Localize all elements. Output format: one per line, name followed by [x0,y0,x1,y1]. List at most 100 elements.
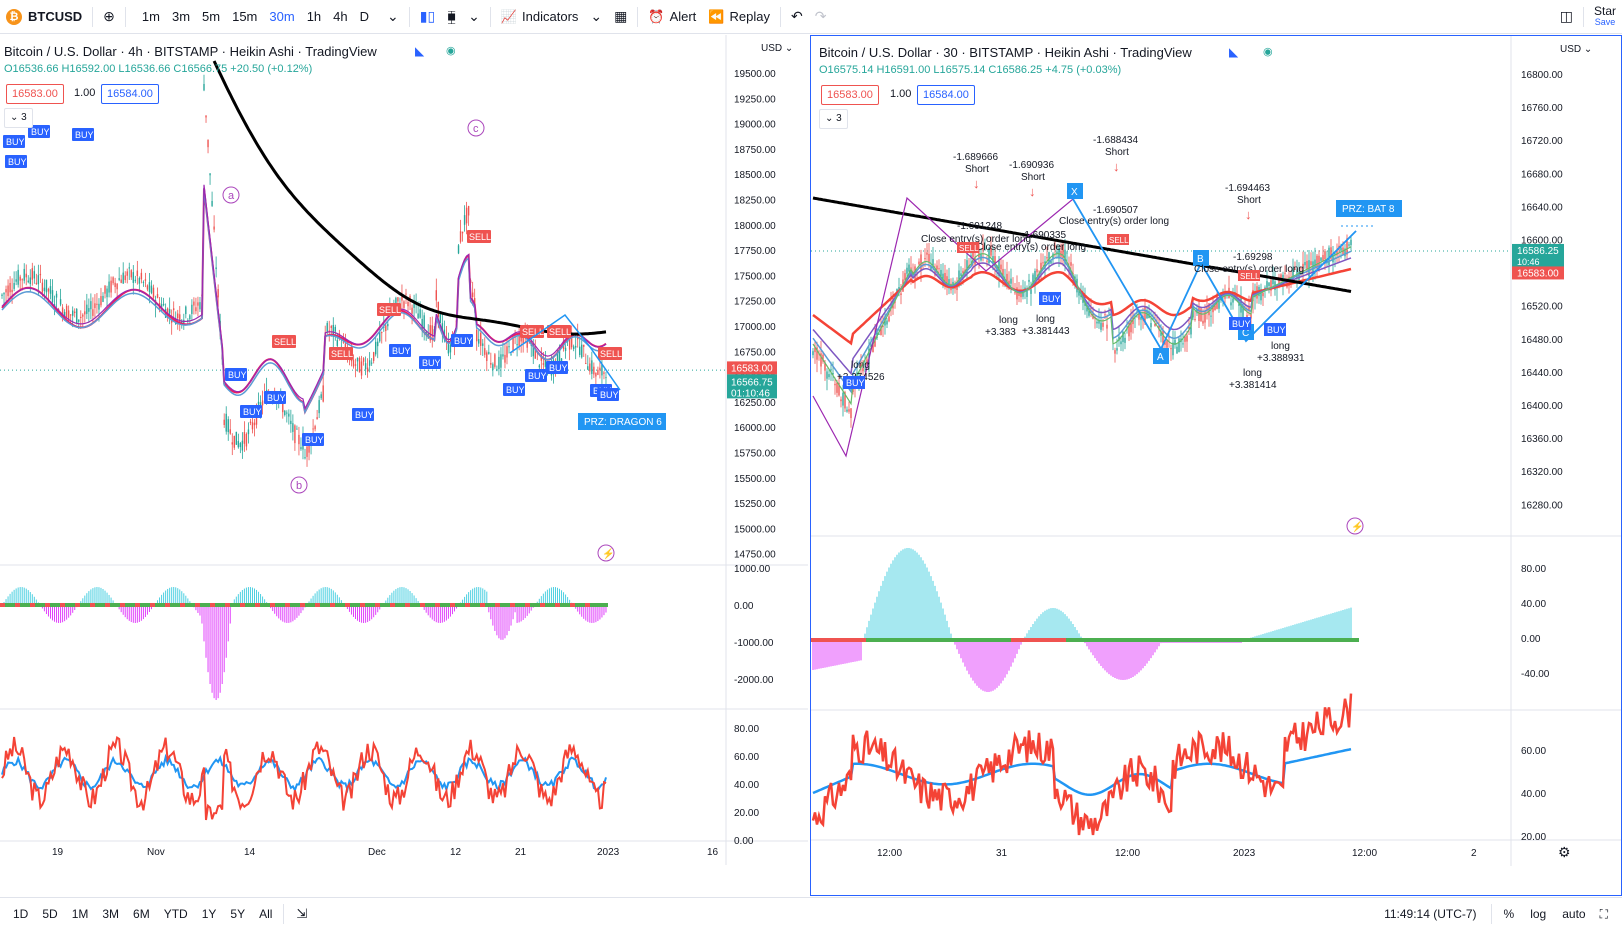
fullscreen-icon[interactable]: ⛶ [1599,906,1608,921]
range-3m[interactable]: 3M [102,907,120,921]
range-1d[interactable]: 1D [13,907,29,921]
range-1y[interactable]: 1Y [201,907,217,921]
candle-body [459,231,462,242]
candle-body [1260,289,1262,301]
price-tag-green-text: 16586.25 [1517,246,1559,257]
interval-1m[interactable]: 1m [141,9,160,24]
candle-body [108,281,110,293]
countdown-text: 01:10:46 [731,388,770,399]
short-value-text: -1.690936 [1009,160,1054,171]
long-label-text: long [1036,314,1055,325]
replay-button[interactable]: ⏪ Replay [702,0,776,34]
rsi-line [811,693,1353,836]
candle-body [284,410,286,416]
candle-body [822,354,824,362]
eye-icon[interactable]: ◣ [415,44,425,58]
indicators-icon: 📈 [500,8,518,24]
right-qty[interactable]: 1.00 [885,85,917,105]
clock-label[interactable]: 11:49:14 (UTC-7) [1384,907,1477,921]
chevron-down-icon[interactable]: ⌄ [468,8,480,24]
layouts-icon[interactable]: ▦ [614,8,628,24]
harmonic-point-tag [1153,348,1169,364]
symbol-search[interactable]: ₿ BTCUSD [0,0,88,34]
interval-5m[interactable]: 5m [202,9,221,24]
right-chart-canvas[interactable]: 16800.00 16760.00 16720.00 16680.00 16640.00… [811,36,1621,895]
candle-body [21,279,23,281]
candle-body [928,253,930,263]
percent-toggle[interactable]: % [1503,907,1515,921]
down-arrow-icon: ↓ [1245,207,1252,222]
range-group: 1D 5D 1M 3M 6M YTD 1Y 5Y All [0,907,279,921]
divider [408,6,410,27]
eye-icon[interactable]: ◣ [1229,45,1239,59]
range-5d[interactable]: 5D [42,907,58,921]
start-save-button[interactable]: Star Save [1588,0,1622,34]
redo-icon[interactable]: ↷ [814,8,827,24]
candle-body [326,322,328,332]
left-collapse-toggle[interactable]: ⌄ 3 [4,108,33,128]
right-buy-price-button[interactable]: 16584.00 [917,85,975,105]
candle-body [356,357,359,362]
candle-body [920,254,922,270]
candle-body [826,371,828,379]
split-layout-icon[interactable]: ◫ [1559,8,1573,24]
candle-body [1108,312,1110,314]
interval-3m[interactable]: 3m [171,9,191,24]
candle-body [120,279,122,283]
undo-icon[interactable]: ↶ [790,8,803,24]
long-label-text: long [999,315,1018,326]
log-toggle[interactable]: log [1530,907,1547,921]
interval-1h[interactable]: 1h [306,9,322,24]
left-chart-panel[interactable]: 19500.00 19250.00 19000.00 18750.00 18500.00… [0,35,808,896]
sell-tag [520,325,544,338]
interval-D[interactable]: D [359,9,370,24]
left-currency[interactable]: USD ⌄ [761,43,794,54]
range-ytd[interactable]: YTD [163,907,188,921]
chevron-down-icon[interactable]: ⌄ [590,8,603,24]
wave-label-text: b [296,480,302,492]
candle-style-icon[interactable]: ⧯ [447,8,457,24]
right-collapse-toggle[interactable]: ⌄ 3 [819,109,848,129]
candle-body [1262,292,1264,297]
candle-body [568,338,571,350]
interval-15m[interactable]: 15m [232,9,258,24]
long-label-text: long [1271,341,1290,352]
time-tick-label: 2023 [1233,848,1256,859]
candle-body [936,265,938,270]
candle-body [1102,322,1104,327]
interval-4h[interactable]: 4h [333,9,348,24]
buy-tag-text: BUY [75,130,94,140]
right-currency[interactable]: USD ⌄ [1560,44,1593,55]
buy-tag-text: BUY [1232,319,1251,329]
candle-body [834,383,836,386]
candle-body [830,369,832,371]
indicators-button[interactable]: 📈 Indicators [495,0,585,34]
right-sell-price-button[interactable]: 16583.00 [821,85,879,105]
candle-body [195,307,197,312]
auto-toggle[interactable]: auto [1562,907,1586,921]
chevron-down-icon[interactable]: ⌄ [387,8,399,24]
alert-button[interactable]: ⏰ Alert [642,0,702,34]
buy-tag-text: BUY [454,336,473,346]
add-symbol-icon[interactable]: ⊕ [103,8,115,24]
range-5y[interactable]: 5Y [230,907,246,921]
left-sell-price-button[interactable]: 16583.00 [6,84,64,104]
bar-style-icon[interactable]: ▮▯ [419,8,436,24]
interval-30m[interactable]: 30m [269,9,295,24]
candle-body [1250,313,1252,319]
range-1m[interactable]: 1M [71,907,89,921]
calendar-range-icon[interactable]: ⇲ [296,906,308,921]
candle-body [33,271,36,279]
price-tick-label: 18250.00 [734,196,776,207]
left-chart-canvas[interactable]: 19500.00 19250.00 19000.00 18750.00 18500.00… [0,35,808,896]
candle-body [502,354,504,357]
range-6m[interactable]: 6M [133,907,150,921]
right-chart-panel[interactable]: 16800.00 16760.00 16720.00 16680.00 16640.00… [810,35,1622,896]
range-all[interactable]: All [259,907,273,921]
candle-body [286,412,288,414]
sell-tag [598,347,622,360]
gear-icon[interactable]: ⚙ [1558,844,1571,860]
left-qty[interactable]: 1.00 [69,84,101,104]
left-buy-price-button[interactable]: 16584.00 [101,84,159,104]
candle-body [1154,323,1156,326]
